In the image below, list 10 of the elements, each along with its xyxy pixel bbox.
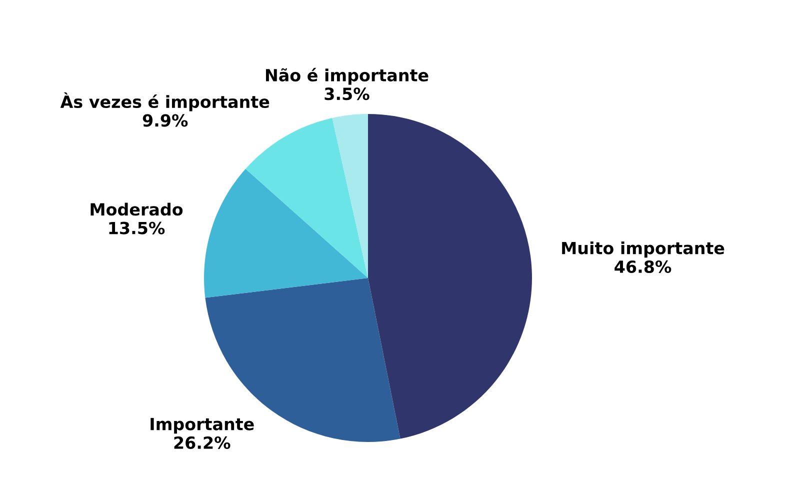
slice-label: Moderado xyxy=(90,202,183,216)
slice-label: Não é importante xyxy=(266,68,428,85)
slice-label: Importante xyxy=(150,418,254,434)
data-label: 9.9% xyxy=(142,114,188,127)
slice-label: Às vezes é importante xyxy=(60,92,270,112)
data-label: 3.5% xyxy=(324,88,370,100)
data-label: 13.5% xyxy=(109,222,165,234)
data-label: 46.8% xyxy=(614,260,672,274)
slice-label: Muito importante xyxy=(562,241,724,258)
data-label: 26.2% xyxy=(174,436,230,450)
